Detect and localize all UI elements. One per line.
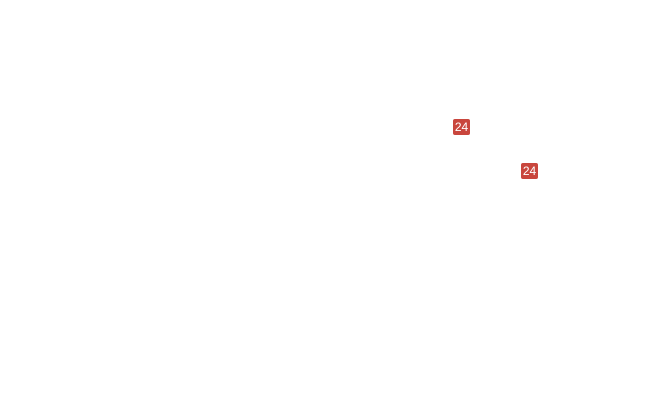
badge-count-label: 24 [522,164,537,178]
numbered-badge[interactable]: 24 [453,119,470,135]
badge-count-label: 24 [454,120,469,134]
numbered-badge[interactable]: 24 [521,163,538,179]
